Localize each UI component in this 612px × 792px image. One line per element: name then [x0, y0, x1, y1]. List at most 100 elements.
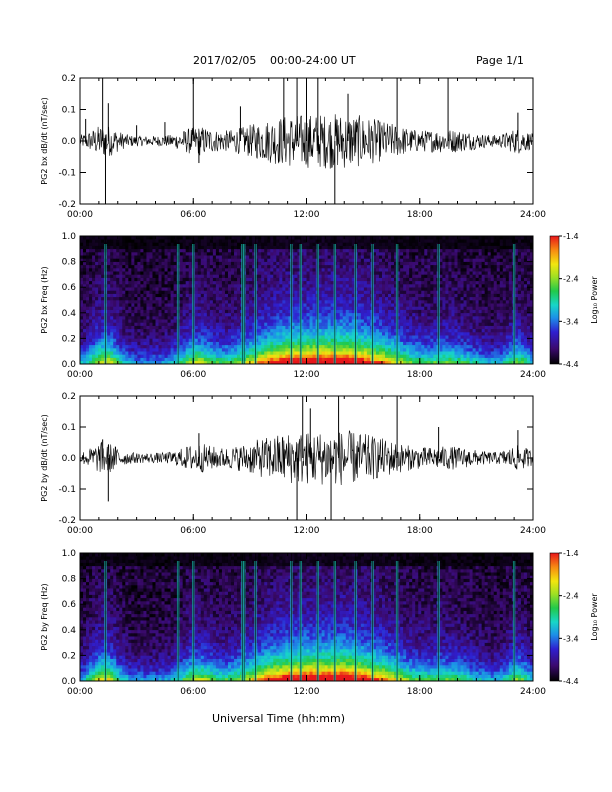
spectrogram-cell	[391, 248, 395, 253]
spectrogram-cell	[351, 236, 356, 240]
spectrogram-cell	[330, 271, 334, 275]
spectrogram-cell	[101, 284, 105, 288]
spectrogram-cell	[119, 290, 123, 294]
spectrogram-cell	[164, 287, 168, 291]
spectrogram-cell	[285, 264, 289, 269]
spectrogram-cell	[164, 332, 168, 336]
spectrogram-cell	[158, 306, 162, 310]
spectrogram-cell	[95, 239, 99, 243]
spectrogram-cell	[252, 248, 256, 253]
spectrogram-cell	[182, 335, 186, 339]
spectrogram-cell	[227, 319, 232, 323]
spectrogram-cell	[170, 319, 174, 323]
spectrogram-cell	[318, 328, 322, 333]
spectrogram-cell	[95, 287, 99, 291]
spectrogram-cell	[125, 312, 129, 317]
spectrogram-cell	[375, 280, 380, 285]
spectrogram-cell	[291, 354, 295, 358]
spectrogram-cell	[137, 268, 141, 272]
spectrogram-cell	[351, 261, 356, 266]
spectrogram-cell	[122, 274, 126, 278]
spectrogram-cell	[397, 306, 401, 310]
spectrogram-cell	[261, 271, 265, 275]
spectrogram-cell	[421, 351, 425, 355]
spectrogram-cell	[203, 322, 208, 326]
spectrogram-cell	[101, 255, 105, 259]
spectrogram-cell	[122, 360, 126, 365]
spectrogram-cell	[92, 322, 96, 326]
spectrogram-cell	[400, 303, 404, 307]
spectrogram-cell	[212, 338, 217, 342]
spectrogram-cell	[400, 309, 404, 314]
spectrogram-cell	[424, 236, 428, 240]
spectrogram-cell	[403, 277, 407, 282]
spectrogram-cell	[83, 357, 87, 362]
spectrogram-cell	[203, 328, 208, 333]
spectrogram-cell	[86, 328, 90, 333]
spectrogram-cell	[255, 360, 259, 365]
spectrogram-cell	[212, 351, 217, 355]
spectrogram-cell	[321, 303, 325, 307]
spectrogram-cell	[122, 354, 126, 358]
spectrogram-cell	[188, 351, 193, 355]
spectrogram-cell	[167, 357, 171, 362]
spectrogram-cell	[312, 290, 316, 294]
spectrogram-cell	[291, 284, 295, 288]
spectrogram-cell	[110, 335, 114, 339]
spectrogram-cell	[288, 252, 292, 256]
spectrogram-cell	[206, 338, 211, 342]
spectrogram-cell	[303, 306, 307, 310]
spectrogram-cell	[363, 344, 368, 349]
spectrogram-cell	[158, 312, 162, 317]
spectrogram-cell	[227, 338, 232, 342]
spectrogram-cell	[252, 287, 256, 291]
spectrogram-cell	[270, 277, 274, 282]
spectrogram-cell	[357, 316, 362, 320]
spectrogram-cell	[182, 280, 186, 285]
spectrogram-cell	[128, 360, 132, 365]
spectrogram-cell	[137, 312, 141, 317]
spectrogram-cell	[321, 338, 325, 342]
spectrogram-cell	[348, 322, 353, 326]
spectrogram-cell	[421, 309, 425, 314]
spectrogram-cell	[200, 255, 205, 259]
spectrogram-cell	[406, 357, 410, 362]
spectrogram-cell	[345, 354, 350, 358]
spectrogram-cell	[415, 306, 419, 310]
spectrogram-cell	[391, 338, 395, 342]
spectrogram-cell	[403, 252, 407, 256]
spectrogram-cell	[360, 316, 365, 320]
spectrogram-cell	[185, 252, 190, 256]
spectrogram-cell	[306, 309, 310, 314]
spectrogram-cell	[276, 268, 280, 272]
spectrogram-cell	[357, 325, 362, 330]
spectrogram-cell	[418, 252, 422, 256]
spectrogram-cell	[137, 303, 141, 307]
spectrogram-cell	[330, 274, 334, 278]
spectrogram-cell	[194, 274, 199, 278]
spectrogram-cell	[375, 248, 380, 253]
spectrogram-cell	[288, 300, 292, 304]
x-tick-label: 06:00	[180, 210, 206, 220]
spectrogram-cell	[182, 258, 186, 262]
spectrogram-cell	[179, 322, 183, 326]
spectrogram-cell	[327, 351, 331, 355]
spectrogram-cell	[430, 309, 434, 314]
spectrogram-cell	[224, 290, 229, 294]
spectrogram-cell	[424, 325, 428, 330]
spectrogram-cell	[131, 354, 135, 358]
spectrogram-cell	[336, 341, 341, 346]
spectrogram-cell	[403, 306, 407, 310]
spectrogram-cell	[188, 277, 193, 282]
spectrogram-cell	[388, 284, 392, 288]
spectrogram-cell	[433, 357, 437, 362]
spectrogram-cell	[179, 280, 183, 285]
spectrogram-cell	[264, 306, 268, 310]
spectrogram-cell	[442, 332, 446, 336]
spectrogram-cell	[134, 255, 138, 259]
spectrogram-cell	[252, 341, 256, 346]
spectrogram-cell	[206, 280, 211, 285]
spectrogram-cell	[261, 287, 265, 291]
spectrogram-cell	[303, 351, 307, 355]
spectrogram-cell	[137, 354, 141, 358]
